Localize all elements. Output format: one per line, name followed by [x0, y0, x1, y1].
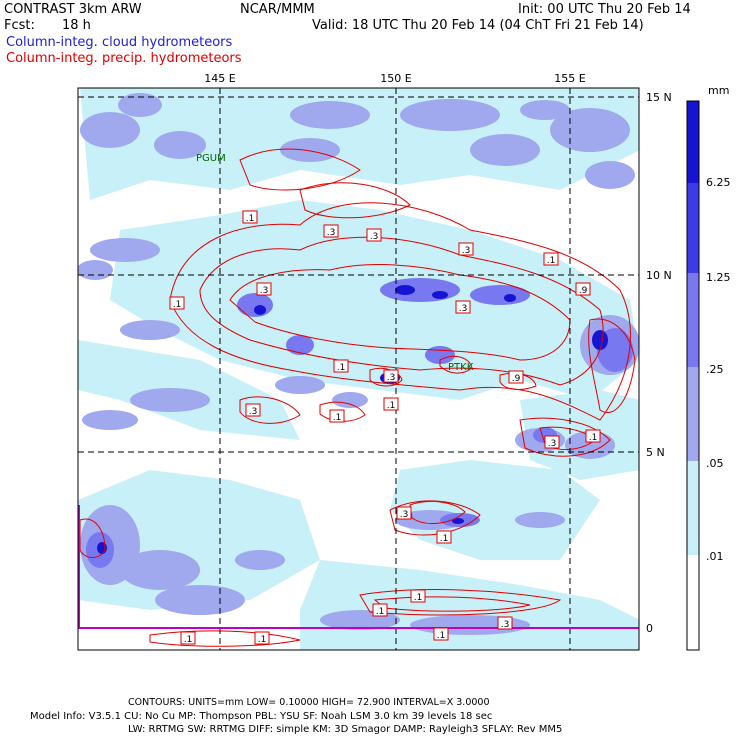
- contour-label-box: .1: [433, 627, 449, 641]
- contour-label: .3: [462, 246, 471, 256]
- contour-label: .1: [337, 363, 346, 373]
- colorbar-swatch: [687, 367, 699, 461]
- contour-label: .1: [258, 635, 267, 645]
- colorbar-swatch: [687, 101, 699, 183]
- colorbar-label: .05: [706, 457, 724, 470]
- contour-label-box: .1: [383, 397, 399, 411]
- contour-label-box: .1: [333, 359, 349, 373]
- contour-label-box: .3: [366, 228, 382, 242]
- contour-info: CONTOURS: UNITS=mm LOW= 0.10000 HIGH= 72…: [128, 697, 490, 708]
- field-cloud-title: Column-integ. cloud hydrometeors: [6, 35, 233, 50]
- contour-label-box: .3: [455, 300, 471, 314]
- contour-label-box: .1: [410, 589, 426, 603]
- contour-label: .1: [184, 635, 193, 645]
- contour-label-box: .3: [323, 224, 339, 238]
- colorbar: mm 6.25 1.25 .25 .05 .01: [686, 84, 731, 651]
- contour-label-box: .3: [396, 506, 412, 520]
- contour-label-box: .3: [383, 369, 399, 383]
- colorbar-swatch: [687, 555, 699, 650]
- contour-label-box: .3: [256, 282, 272, 296]
- map-panel: [77, 87, 640, 651]
- contour-label-box: .1: [329, 409, 345, 423]
- contour-label-box: .1: [169, 296, 185, 310]
- contour-label: .1: [376, 607, 385, 617]
- contour-label-box: .3: [497, 616, 513, 630]
- contour-label: .3: [501, 620, 510, 630]
- model-info-line2: LW: RRTMG SW: RRTMG DIFF: simple KM: 3D …: [128, 724, 563, 735]
- station-label-pgum: PGUM: [196, 153, 226, 164]
- colorbar-unit: mm: [708, 84, 729, 97]
- contour-label: .3: [400, 510, 409, 520]
- contour-label: .3: [370, 232, 379, 242]
- contour-label: .1: [333, 413, 342, 423]
- contour-label: .3: [459, 304, 468, 314]
- colorbar-frame: [686, 100, 700, 651]
- lon-label-145: 145 E: [204, 72, 235, 85]
- contour-label-box: .9: [508, 370, 524, 384]
- contour-label: .3: [548, 439, 557, 449]
- colorbar-label: 6.25: [706, 176, 731, 189]
- contour-label: .1: [547, 256, 556, 266]
- contour-label-box: .1: [372, 603, 388, 617]
- fcst-value: 18 h: [62, 18, 91, 33]
- lat-label-5n: 5 N: [646, 446, 665, 459]
- contour-label: .1: [589, 433, 598, 443]
- contour-label-box: .1: [254, 631, 270, 645]
- model-title: CONTRAST 3km ARW: [4, 2, 142, 17]
- contour-label: .9: [512, 374, 521, 384]
- latlon-grid: [78, 88, 639, 650]
- contour-label-box: .1: [543, 252, 559, 266]
- lon-label-155: 155 E: [554, 72, 585, 85]
- colorbar-swatch: [687, 183, 699, 273]
- field-precip-title: Column-integ. precip. hydrometeors: [6, 51, 242, 66]
- valid-time: Valid: 18 UTC Thu 20 Feb 14 (04 ChT Fri …: [312, 18, 644, 33]
- contour-label-box: .1: [436, 530, 452, 544]
- init-time: Init: 00 UTC Thu 20 Feb 14: [518, 2, 691, 17]
- lat-label-0: 0: [646, 622, 653, 635]
- colorbar-swatch: [687, 461, 699, 555]
- contour-labels: .1 .3 .3 .3 .1 .3 .1 .3 .9 .1 .3 .1 .9 .…: [169, 210, 601, 645]
- contour-label: .1: [440, 534, 449, 544]
- contour-label: .1: [437, 631, 446, 641]
- colorbar-label: 1.25: [706, 271, 731, 284]
- colorbar-label: .25: [706, 363, 724, 376]
- contour-label: .9: [579, 286, 588, 296]
- contour-label-box: .9: [575, 282, 591, 296]
- contour-label: .1: [387, 401, 396, 411]
- colorbar-swatch: [687, 273, 699, 367]
- map-frame: [77, 87, 640, 651]
- contour-label: .1: [246, 214, 255, 224]
- contour-label: .1: [173, 300, 182, 310]
- contour-label: .1: [414, 593, 423, 603]
- lon-label-150: 150 E: [380, 72, 411, 85]
- fcst-label: Fcst:: [4, 18, 35, 33]
- lat-label-15n: 15 N: [646, 91, 672, 104]
- center-name: NCAR/MMM: [240, 2, 315, 17]
- station-label-ptkk: PTKK: [448, 362, 474, 373]
- contour-label-box: .3: [544, 435, 560, 449]
- contour-label-box: .3: [458, 242, 474, 256]
- model-info-line1: Model Info: V3.5.1 CU: No Cu MP: Thompso…: [30, 711, 493, 722]
- contour-label: .3: [327, 228, 336, 238]
- lat-label-10n: 10 N: [646, 269, 672, 282]
- colorbar-label: .01: [706, 550, 724, 563]
- contour-label-box: .1: [242, 210, 258, 224]
- contour-label: .3: [387, 373, 396, 383]
- contour-label: .3: [249, 407, 258, 417]
- contour-label: .3: [260, 286, 269, 296]
- contour-label-box: .1: [180, 631, 196, 645]
- contour-label-box: .3: [245, 403, 261, 417]
- contour-label-box: .1: [585, 429, 601, 443]
